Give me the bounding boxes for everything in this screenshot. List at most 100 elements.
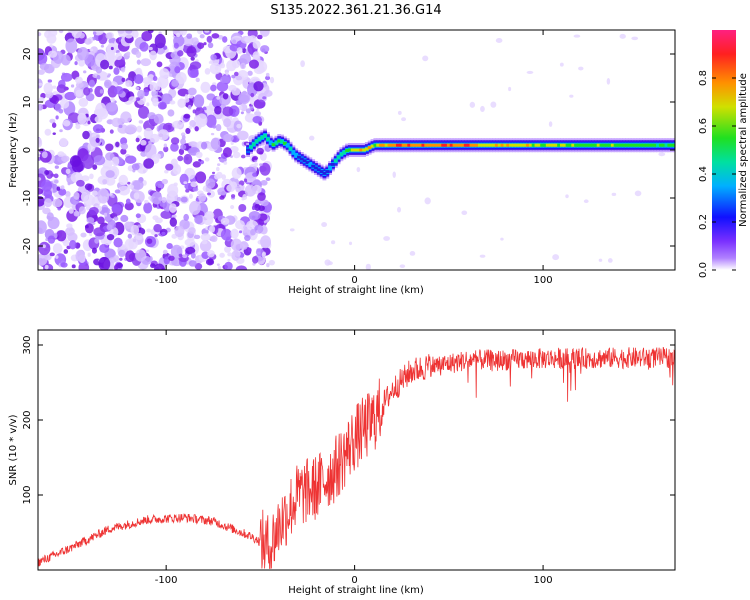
ridge-core — [401, 143, 406, 147]
noise-blob — [56, 186, 61, 191]
noise-blob — [57, 207, 61, 211]
noise-blob — [103, 212, 108, 217]
noise-blob — [51, 95, 60, 105]
noise-blob — [252, 51, 260, 60]
noise-blob — [268, 259, 276, 266]
noise-blob — [252, 40, 261, 49]
noise-blob — [424, 197, 431, 205]
ridge-core — [353, 148, 358, 152]
noise-blob — [140, 58, 152, 67]
noise-blob — [195, 171, 207, 184]
ridge-core — [647, 143, 652, 147]
noise-blob — [97, 216, 105, 225]
ridge-core — [268, 141, 273, 145]
colorbar-tick-label: 0.8 — [698, 70, 709, 86]
noise-blob — [118, 174, 129, 186]
ridge-core — [599, 143, 604, 147]
noise-blob — [256, 108, 260, 113]
noise-blob — [247, 247, 252, 253]
ridge-core — [545, 143, 550, 147]
ridge-core — [585, 143, 590, 147]
chart-title: S135.2022.361.21.36.G14 — [270, 3, 441, 18]
noise-blob — [239, 240, 249, 250]
noise-blob — [173, 42, 179, 49]
ridge-core — [299, 157, 304, 161]
noise-blob — [200, 233, 211, 241]
noise-blob — [163, 45, 168, 50]
ridge-core — [576, 143, 581, 147]
ridge-core — [463, 143, 468, 147]
ridge-core — [593, 143, 598, 147]
ridge-core — [429, 143, 434, 147]
ridge-core — [319, 170, 324, 174]
ridge-core — [483, 143, 488, 147]
noise-blob — [195, 151, 203, 159]
noise-blob — [239, 53, 252, 65]
noise-blob — [188, 125, 193, 130]
noise-blob — [658, 152, 666, 157]
noise-blob — [125, 30, 133, 34]
ridge-core — [285, 143, 290, 147]
ridge-core — [497, 143, 502, 147]
noise-blob — [147, 112, 156, 120]
noise-blob — [235, 219, 245, 230]
ridge-core — [579, 143, 584, 147]
noise-blob — [43, 198, 53, 208]
ridge-core — [339, 152, 344, 156]
noise-blob — [171, 120, 184, 129]
noise-blob — [607, 258, 613, 263]
noise-blob — [248, 211, 261, 221]
noise-blob — [258, 205, 265, 212]
noise-blob — [174, 66, 181, 74]
noise-blob — [113, 86, 124, 95]
noise-blob — [251, 205, 256, 211]
noise-blob — [120, 214, 129, 223]
noise-blob — [253, 81, 264, 92]
noise-blob — [53, 179, 59, 184]
noise-blob — [74, 61, 78, 66]
noise-blob — [164, 169, 169, 174]
ridge-core — [565, 143, 570, 147]
noise-blob — [190, 56, 195, 61]
noise-blob — [53, 173, 59, 179]
noise-blob — [77, 46, 89, 61]
noise-blob — [106, 233, 115, 241]
noise-blob — [136, 125, 142, 133]
y-tick-label: 20 — [22, 48, 33, 61]
noise-blob — [495, 37, 503, 44]
spectrogram-xlabel: Height of straight line (km) — [288, 285, 424, 296]
noise-blob — [190, 181, 198, 188]
noise-blob — [65, 190, 71, 198]
noise-blob — [383, 236, 390, 241]
ridge-core — [523, 143, 528, 147]
noise-blob — [140, 93, 144, 96]
ridge-core — [517, 143, 522, 147]
ridge-core — [384, 143, 389, 147]
noise-blob — [263, 90, 273, 97]
ridge-core — [314, 166, 318, 170]
noise-blob — [83, 70, 87, 74]
noise-blob — [52, 85, 57, 89]
noise-blob — [160, 93, 173, 105]
noise-blob — [146, 228, 152, 233]
noise-blob — [166, 194, 175, 204]
snr-series-line — [38, 346, 675, 569]
noise-blob — [93, 227, 106, 237]
noise-blob — [237, 130, 249, 141]
noise-blob — [43, 82, 53, 95]
noise-blob — [59, 99, 70, 109]
noise-blob — [252, 256, 259, 264]
noise-blob — [289, 228, 295, 232]
noise-blob — [176, 196, 182, 202]
noise-blob — [73, 210, 80, 217]
noise-blob — [189, 120, 196, 128]
noise-blob — [133, 74, 144, 85]
noise-blob — [260, 235, 271, 249]
noise-blob — [500, 237, 504, 241]
noise-blob — [83, 194, 95, 206]
noise-blob — [235, 185, 241, 193]
noise-blob — [238, 91, 251, 105]
noise-blob — [111, 204, 122, 213]
noise-blob — [108, 65, 113, 70]
